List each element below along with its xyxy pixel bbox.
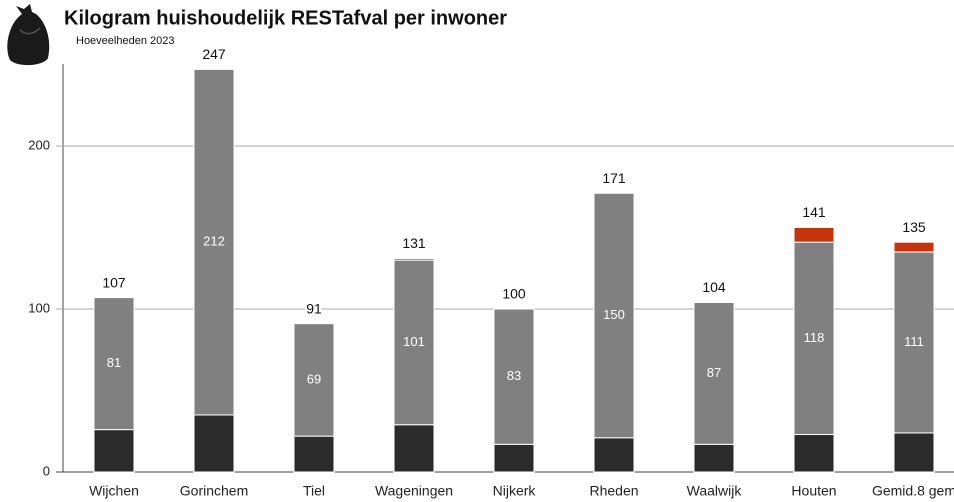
chart: Kilogram huishoudelijk RESTafval per inw… bbox=[0, 0, 954, 502]
segment-label: 81 bbox=[107, 355, 121, 370]
segment-label: 101 bbox=[403, 334, 425, 349]
segment-label: 212 bbox=[203, 234, 225, 249]
total-label: 247 bbox=[202, 46, 226, 62]
bar-segment bbox=[894, 242, 934, 252]
chart-subtitle: Hoeveelheden 2023 bbox=[76, 35, 174, 47]
bar-segment bbox=[894, 433, 934, 472]
total-label: 135 bbox=[902, 219, 926, 235]
x-tick-label: Houten bbox=[791, 483, 836, 499]
segment-label: 69 bbox=[307, 371, 321, 386]
y-tick-label: 200 bbox=[28, 137, 50, 152]
trash-bag-icon bbox=[7, 4, 49, 65]
y-tick-label: 100 bbox=[28, 300, 50, 315]
x-tick-label: Tiel bbox=[303, 483, 325, 499]
bar-segment bbox=[694, 444, 734, 472]
total-label: 104 bbox=[702, 279, 726, 295]
bar-segment bbox=[594, 438, 634, 472]
bar-segment bbox=[394, 425, 434, 472]
segment-label: 118 bbox=[804, 330, 825, 345]
segment-label: 111 bbox=[904, 334, 924, 349]
segment-label: 150 bbox=[603, 307, 625, 322]
x-tick-label: Wageningen bbox=[375, 483, 453, 499]
segment-label: 83 bbox=[507, 368, 521, 383]
x-tick-label: Rheden bbox=[589, 483, 638, 499]
bar-segment bbox=[794, 228, 834, 243]
chart-title: Kilogram huishoudelijk RESTafval per inw… bbox=[64, 7, 507, 29]
total-label: 141 bbox=[802, 204, 826, 220]
bar-segment bbox=[794, 435, 834, 472]
x-tick-label: Gorinchem bbox=[180, 483, 248, 499]
total-label: 107 bbox=[102, 274, 126, 290]
bar-segment bbox=[94, 430, 134, 472]
bar-segment bbox=[494, 444, 534, 472]
x-tick-label: Gemid.8 gem bbox=[872, 483, 954, 499]
total-label: 171 bbox=[602, 170, 626, 186]
x-tick-label: Nijkerk bbox=[493, 483, 537, 499]
total-label: 100 bbox=[502, 286, 526, 302]
bar-segment bbox=[294, 436, 334, 472]
segment-label: 87 bbox=[707, 365, 721, 380]
bar-segment bbox=[194, 415, 234, 472]
x-tick-label: Waalwijk bbox=[687, 483, 743, 499]
y-tick-label: 0 bbox=[43, 463, 50, 478]
total-label: 91 bbox=[306, 300, 322, 316]
bar-segment bbox=[394, 258, 434, 260]
x-tick-label: Wijchen bbox=[89, 483, 139, 499]
total-label: 131 bbox=[402, 235, 426, 251]
